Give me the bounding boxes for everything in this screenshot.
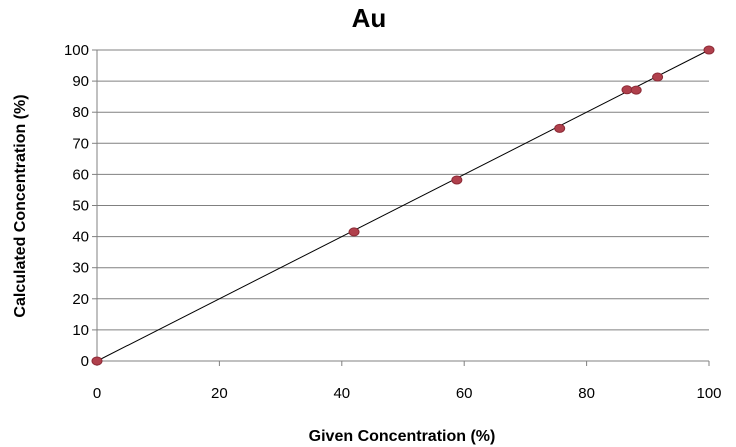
y-tick-label: 90 [72,73,89,90]
trendline [96,49,710,362]
x-tick-label: 20 [211,385,228,402]
y-axis-label: Calculated Concentration (%) [12,94,29,317]
y-tick-label: 100 [64,42,89,59]
x-tick-label: 60 [456,385,473,402]
data-point [703,45,715,55]
trend-line [96,49,710,362]
tick-labels: 0 10 20 30 40 50 60 70 80 90 100 0 20 40 60 80 100 [64,42,722,402]
y-tick-label: 30 [72,260,89,277]
data-point [451,175,463,185]
y-tick-label: 20 [72,291,89,308]
data-point [630,85,642,95]
data-point [621,85,633,95]
y-tick-label: 60 [72,166,89,183]
y-tick-label: 10 [72,322,89,339]
x-axis-label: Given Concentration (%) [309,428,496,445]
data-points [91,45,715,366]
axes [96,50,709,362]
data-point [652,72,664,82]
data-point [348,227,360,237]
y-tick-label: 70 [72,135,89,152]
x-tick-label: 80 [578,385,595,402]
y-tick-label: 80 [72,104,89,121]
data-point [91,356,103,366]
chart-title: Au [352,3,387,33]
x-tick-label: 40 [333,385,350,402]
x-tick-label: 0 [93,385,101,402]
y-tick-label: 50 [72,198,89,215]
gridlines [92,49,710,366]
x-tick-label: 100 [696,385,721,402]
y-tick-label: 40 [72,229,89,246]
y-tick-label: 0 [81,353,89,370]
data-point [554,123,566,133]
